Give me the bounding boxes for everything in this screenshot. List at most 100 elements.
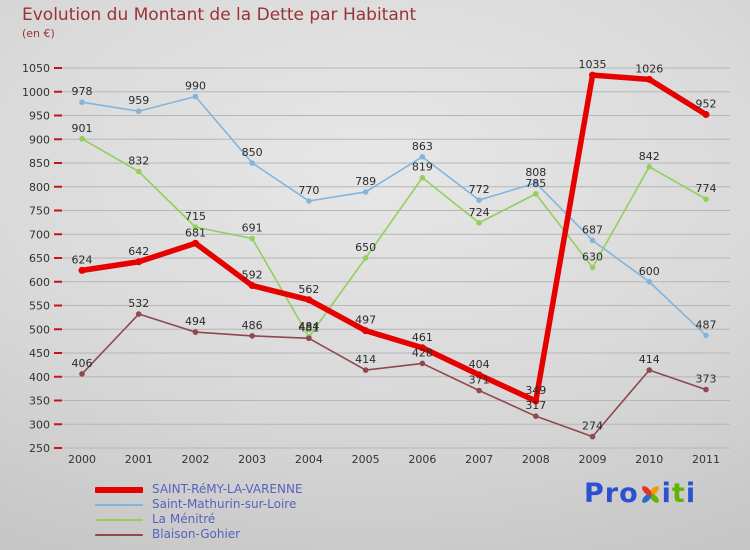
data-label: 642 bbox=[128, 245, 149, 258]
series-line-2 bbox=[81, 137, 707, 338]
y-tick-label: 800 bbox=[29, 181, 50, 194]
series-line-3 bbox=[81, 313, 707, 438]
data-label: 349 bbox=[525, 384, 546, 397]
data-label: 414 bbox=[639, 353, 660, 366]
data-point bbox=[476, 387, 482, 394]
data-point bbox=[646, 367, 653, 373]
y-tick-label: 700 bbox=[29, 228, 50, 241]
y-tick-label: 450 bbox=[29, 347, 50, 360]
y-tick-label: 900 bbox=[29, 133, 50, 146]
data-point bbox=[476, 220, 482, 226]
data-point bbox=[249, 235, 255, 242]
data-label: 406 bbox=[72, 357, 93, 370]
data-label: 404 bbox=[469, 358, 490, 371]
data-point bbox=[249, 333, 255, 339]
data-label: 978 bbox=[72, 85, 93, 98]
data-point bbox=[419, 154, 426, 160]
proxiti-flower-icon bbox=[641, 486, 659, 503]
data-label: 901 bbox=[72, 122, 93, 135]
y-tick-label: 350 bbox=[29, 395, 50, 408]
data-point bbox=[305, 296, 313, 304]
data-label: 487 bbox=[696, 318, 717, 331]
data-label: 373 bbox=[696, 373, 717, 386]
data-point bbox=[135, 108, 142, 115]
y-tick-label: 300 bbox=[29, 418, 50, 431]
y-tick-label: 850 bbox=[29, 157, 50, 170]
x-tick-label: 2005 bbox=[352, 453, 380, 466]
y-tick-label: 600 bbox=[29, 276, 50, 289]
data-point bbox=[646, 278, 653, 285]
x-tick-label: 2009 bbox=[579, 453, 607, 466]
data-label: 819 bbox=[412, 161, 433, 174]
data-point bbox=[248, 282, 256, 290]
chart-title: Evolution du Montant de la Dette par Hab… bbox=[22, 5, 417, 25]
y-tick-label: 1050 bbox=[22, 62, 50, 75]
data-label: 274 bbox=[582, 420, 603, 433]
legend-label: SAINT-RéMY-LA-VARENNE bbox=[152, 482, 303, 496]
y-tick-label: 550 bbox=[29, 300, 50, 313]
data-point bbox=[79, 371, 85, 377]
data-label: 1035 bbox=[579, 58, 607, 71]
data-label: 600 bbox=[639, 265, 660, 278]
legend-swatch bbox=[95, 533, 143, 536]
data-label: 842 bbox=[639, 150, 660, 163]
chart-legend: SAINT-RéMY-LA-VARENNE Saint-Mathurin-sur-… bbox=[95, 483, 303, 541]
data-label: 484 bbox=[298, 320, 319, 333]
data-point bbox=[475, 371, 483, 379]
data-label: 772 bbox=[469, 183, 490, 196]
data-point bbox=[589, 264, 596, 271]
data-point bbox=[419, 360, 426, 367]
data-point bbox=[362, 255, 369, 261]
data-point bbox=[306, 335, 312, 342]
x-tick-label: 2007 bbox=[465, 453, 493, 466]
data-label: 650 bbox=[355, 241, 376, 254]
data-point bbox=[532, 397, 540, 405]
data-point bbox=[135, 258, 143, 266]
y-tick-label: 750 bbox=[29, 205, 50, 218]
x-tick-label: 2004 bbox=[295, 453, 323, 466]
data-point bbox=[192, 93, 199, 100]
data-point bbox=[703, 386, 709, 393]
data-point bbox=[362, 189, 369, 195]
data-point bbox=[78, 266, 86, 274]
x-tick-label: 2011 bbox=[692, 453, 720, 466]
logo-text-i1: i bbox=[661, 478, 672, 509]
data-point bbox=[191, 239, 199, 247]
data-label: 624 bbox=[72, 253, 93, 266]
chart-subtitle: (en €) bbox=[22, 27, 55, 40]
data-point bbox=[589, 237, 596, 244]
data-label: 715 bbox=[185, 210, 206, 223]
data-label: 990 bbox=[185, 80, 206, 93]
data-point bbox=[533, 180, 539, 186]
data-label: 789 bbox=[355, 175, 376, 188]
legend-item-0: SAINT-RéMY-LA-VARENNE bbox=[95, 483, 303, 496]
data-label: 562 bbox=[298, 283, 319, 296]
data-point bbox=[589, 433, 596, 440]
data-label: 681 bbox=[185, 226, 206, 239]
data-label: 770 bbox=[298, 184, 319, 197]
data-label: 461 bbox=[412, 331, 433, 344]
x-tick-label: 2010 bbox=[635, 453, 663, 466]
data-point bbox=[646, 164, 653, 170]
y-tick-label: 250 bbox=[29, 442, 50, 455]
legend-label: Saint-Mathurin-sur-Loire bbox=[152, 497, 297, 511]
legend-item-1: Saint-Mathurin-sur-Loire bbox=[95, 498, 303, 511]
data-label: 691 bbox=[242, 222, 263, 235]
data-point bbox=[192, 329, 199, 335]
data-label: 774 bbox=[696, 182, 717, 195]
x-tick-label: 2002 bbox=[181, 453, 209, 466]
proxiti-logo: Pro i t i bbox=[584, 478, 696, 509]
data-point bbox=[79, 99, 85, 105]
series-line-1 bbox=[81, 95, 707, 337]
data-point bbox=[79, 135, 85, 142]
data-label: 959 bbox=[128, 94, 149, 107]
data-point bbox=[533, 413, 539, 419]
data-label: 494 bbox=[185, 315, 206, 328]
y-tick-label: 650 bbox=[29, 252, 50, 265]
series-line-0 bbox=[79, 72, 709, 404]
logo-text-t: t bbox=[671, 478, 686, 509]
x-tick-label: 2001 bbox=[125, 453, 153, 466]
data-label: 481 bbox=[298, 321, 319, 334]
legend-swatch bbox=[95, 518, 143, 521]
